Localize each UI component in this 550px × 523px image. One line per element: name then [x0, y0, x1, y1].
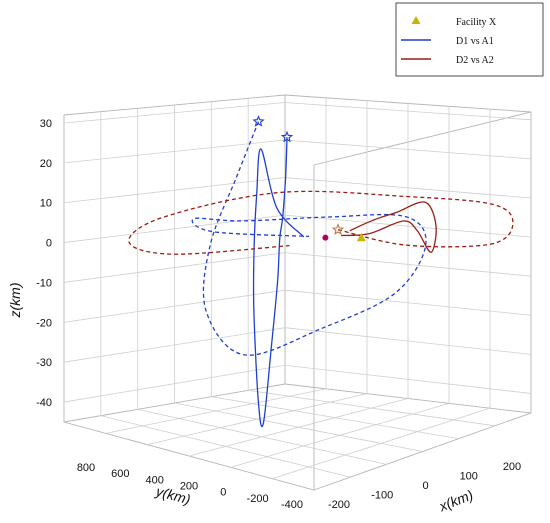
legend-items: Facility X D1 vs A1 D2 vs A2: [401, 16, 497, 66]
gridline-z: [63, 102, 532, 124]
pane-edge: [63, 115, 315, 491]
gridline-z: [63, 139, 532, 164]
gridline-z: [63, 364, 532, 403]
legend-marker-facility-x: [411, 16, 421, 24]
x-axis-label: x(km): [436, 486, 475, 514]
z-tick-label: -20: [36, 317, 52, 329]
marker-facility-x-triangle: [356, 232, 366, 242]
z-tick-label: -10: [36, 277, 52, 289]
gridline-floor: [230, 402, 450, 468]
y-tick-label: 200: [180, 481, 198, 493]
z-axis-label: z(km): [7, 283, 23, 319]
y-tick-label: 400: [145, 474, 163, 486]
series-line-d1-vs-a1-dashed: [191, 121, 427, 356]
gridline-z: [63, 214, 532, 243]
z-tick-label: 20: [40, 158, 52, 170]
legend: Facility X D1 vs A1 D2 vs A2: [395, 2, 544, 77]
series-layer: [128, 121, 514, 428]
series-line-d2-vs-a2-dashed: [128, 190, 514, 255]
axes-box: [63, 94, 532, 491]
z-tick-label: -40: [36, 397, 52, 409]
y-tick-label: 800: [77, 462, 95, 474]
gridline-z: [63, 289, 532, 323]
pane-edge: [63, 94, 532, 116]
tick-labels: 3020100-10-20-30-408006004002000-200-400…: [36, 118, 521, 511]
gridline-floor: [248, 389, 495, 427]
legend-label-d1-vs-a1: D1 vs A1: [456, 36, 494, 47]
x-tick-label: -100: [371, 490, 393, 502]
x-tick-label: -200: [328, 499, 350, 511]
gridline-z: [63, 252, 532, 283]
gridline-floor: [272, 407, 491, 480]
x-tick-label: 0: [422, 480, 428, 492]
marker-layer: [252, 115, 366, 242]
gridlines: [63, 97, 532, 480]
z-tick-label: 30: [40, 118, 52, 130]
z-tick-label: 10: [40, 198, 52, 210]
z-tick-label: -30: [36, 357, 52, 369]
legend-label-d2-vs-a2: D2 vs A2: [456, 55, 494, 66]
y-tick-label: -200: [247, 493, 269, 505]
legend-label-facility-x: Facility X: [456, 17, 497, 28]
y-tick-label: 0: [220, 487, 226, 499]
marker-d2-start-star: [331, 223, 345, 235]
gridline-z: [63, 177, 532, 204]
marker-d1-start-star: [252, 115, 265, 127]
marker-center-dot: [322, 234, 329, 241]
marker-d1-start-star: [280, 130, 294, 143]
y-tick-label: 600: [111, 468, 129, 480]
series-line-d1-vs-a1-solid: [252, 137, 305, 428]
gridline-z: [63, 327, 532, 363]
pane-edge: [63, 383, 532, 423]
x-tick-label: 200: [503, 461, 521, 473]
y-tick-label: -400: [281, 499, 303, 511]
series-line-d2-vs-a2-solid: [341, 201, 437, 253]
z-tick-label: 0: [46, 238, 52, 250]
x-tick-label: 100: [460, 471, 478, 483]
